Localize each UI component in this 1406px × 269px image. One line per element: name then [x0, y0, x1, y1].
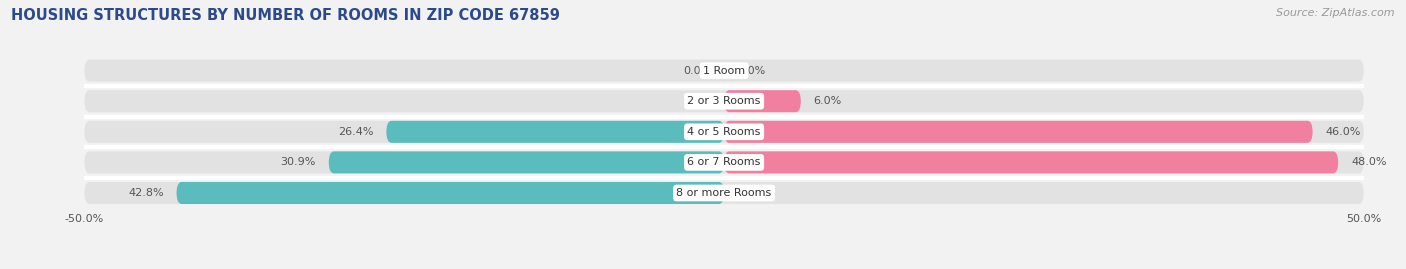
FancyBboxPatch shape — [329, 151, 724, 174]
FancyBboxPatch shape — [177, 182, 724, 204]
FancyBboxPatch shape — [84, 90, 1364, 112]
Text: 0.0%: 0.0% — [683, 96, 711, 106]
FancyBboxPatch shape — [387, 121, 724, 143]
Text: 8 or more Rooms: 8 or more Rooms — [676, 188, 772, 198]
FancyBboxPatch shape — [724, 151, 1339, 174]
Text: 2 or 3 Rooms: 2 or 3 Rooms — [688, 96, 761, 106]
FancyBboxPatch shape — [84, 121, 1364, 143]
Text: Source: ZipAtlas.com: Source: ZipAtlas.com — [1277, 8, 1395, 18]
FancyBboxPatch shape — [84, 182, 1364, 204]
Text: 48.0%: 48.0% — [1351, 157, 1386, 167]
Text: 6 or 7 Rooms: 6 or 7 Rooms — [688, 157, 761, 167]
Text: 0.0%: 0.0% — [683, 66, 711, 76]
Text: 0.0%: 0.0% — [737, 188, 765, 198]
Text: 42.8%: 42.8% — [128, 188, 163, 198]
Text: 30.9%: 30.9% — [281, 157, 316, 167]
Text: 1 Room: 1 Room — [703, 66, 745, 76]
Text: 46.0%: 46.0% — [1326, 127, 1361, 137]
FancyBboxPatch shape — [84, 60, 1364, 82]
FancyBboxPatch shape — [724, 121, 1313, 143]
FancyBboxPatch shape — [84, 151, 1364, 174]
Text: 4 or 5 Rooms: 4 or 5 Rooms — [688, 127, 761, 137]
Legend: Owner-occupied, Renter-occupied: Owner-occupied, Renter-occupied — [607, 266, 841, 269]
Text: 6.0%: 6.0% — [814, 96, 842, 106]
Text: 26.4%: 26.4% — [337, 127, 374, 137]
Text: HOUSING STRUCTURES BY NUMBER OF ROOMS IN ZIP CODE 67859: HOUSING STRUCTURES BY NUMBER OF ROOMS IN… — [11, 8, 560, 23]
Text: 0.0%: 0.0% — [737, 66, 765, 76]
FancyBboxPatch shape — [724, 90, 801, 112]
